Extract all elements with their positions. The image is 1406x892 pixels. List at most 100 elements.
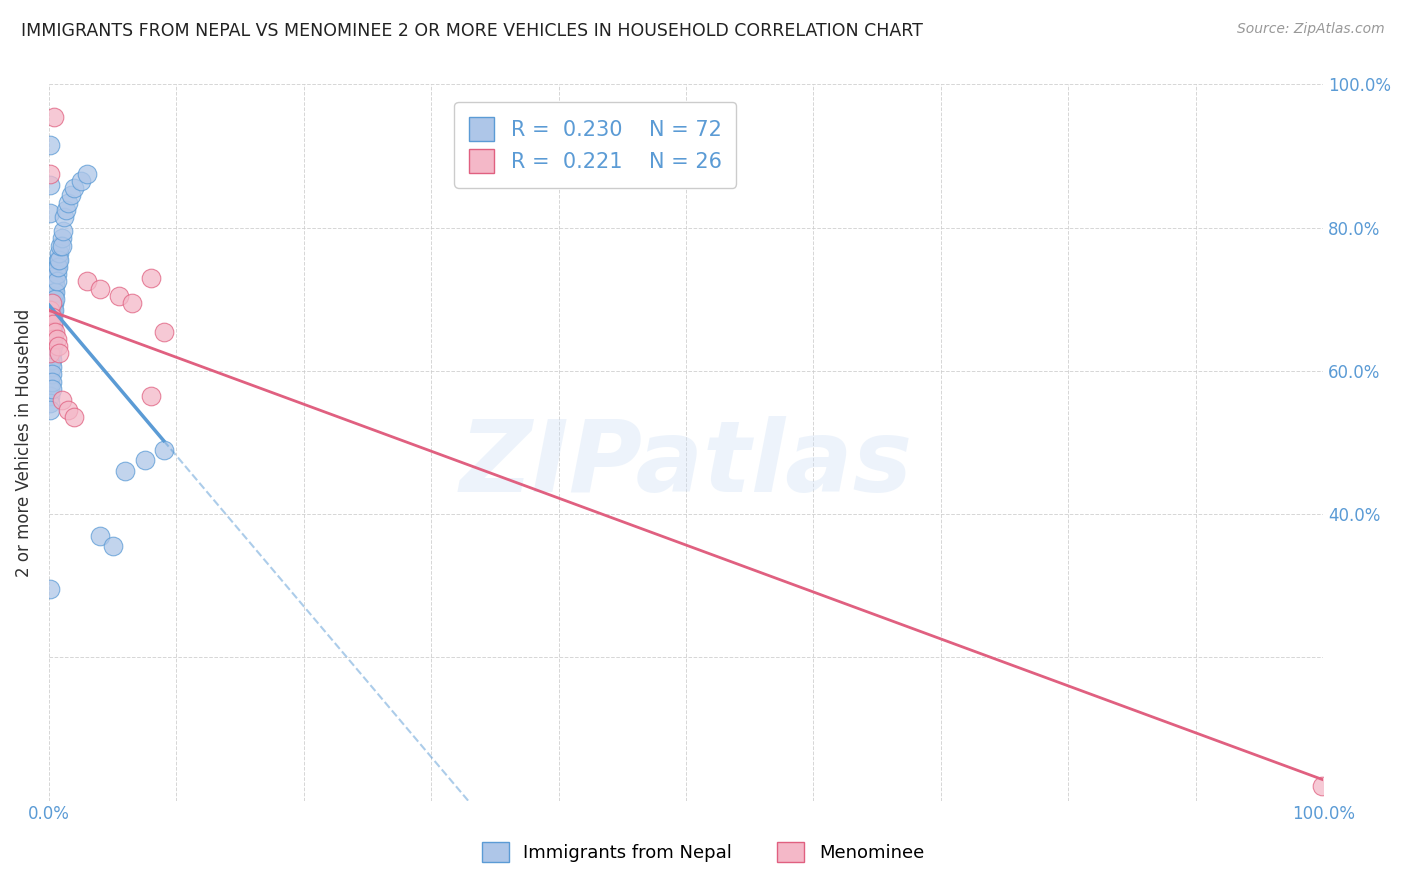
Point bbox=[69, 174, 91, 188]
Point bbox=[41, 321, 63, 335]
Point bbox=[39, 314, 62, 328]
Point bbox=[41, 339, 63, 353]
Point bbox=[63, 181, 86, 195]
Y-axis label: 2 or more Vehicles in Household: 2 or more Vehicles in Household bbox=[15, 309, 32, 576]
Point bbox=[42, 332, 65, 346]
Point bbox=[39, 353, 62, 368]
Point bbox=[41, 296, 63, 310]
Point bbox=[46, 260, 69, 274]
Point bbox=[39, 332, 62, 346]
Point bbox=[39, 360, 62, 375]
Point bbox=[42, 318, 65, 332]
Point bbox=[42, 303, 65, 318]
Point bbox=[42, 310, 65, 325]
Point bbox=[39, 332, 62, 346]
Point bbox=[48, 252, 70, 267]
Point bbox=[42, 303, 65, 318]
Point bbox=[39, 346, 62, 360]
Point bbox=[41, 332, 63, 346]
Point bbox=[48, 346, 70, 360]
Point bbox=[39, 389, 62, 403]
Point bbox=[39, 321, 62, 335]
Point bbox=[41, 314, 63, 328]
Point bbox=[49, 238, 72, 252]
Point bbox=[42, 339, 65, 353]
Point bbox=[152, 442, 174, 457]
Legend: R =  0.230    N = 72, R =  0.221    N = 26: R = 0.230 N = 72, R = 0.221 N = 26 bbox=[454, 102, 737, 187]
Point bbox=[45, 332, 67, 346]
Point bbox=[44, 285, 66, 300]
Point bbox=[56, 403, 79, 417]
Point bbox=[44, 293, 66, 307]
Point bbox=[41, 307, 63, 321]
Point bbox=[41, 310, 63, 325]
Point bbox=[48, 245, 70, 260]
Point bbox=[42, 110, 65, 124]
Point bbox=[52, 224, 75, 238]
Point bbox=[39, 375, 62, 389]
Point bbox=[101, 540, 124, 554]
Point bbox=[42, 332, 65, 346]
Point bbox=[51, 238, 73, 252]
Point bbox=[53, 210, 76, 224]
Point bbox=[42, 318, 65, 332]
Point bbox=[1310, 779, 1333, 793]
Point bbox=[39, 368, 62, 382]
Point bbox=[42, 281, 65, 295]
Point bbox=[41, 353, 63, 368]
Point bbox=[44, 277, 66, 292]
Point bbox=[139, 389, 162, 403]
Point bbox=[41, 346, 63, 360]
Point bbox=[39, 138, 62, 153]
Point bbox=[42, 296, 65, 310]
Point bbox=[56, 195, 79, 210]
Point bbox=[63, 410, 86, 425]
Point bbox=[41, 368, 63, 382]
Point bbox=[51, 392, 73, 407]
Point bbox=[46, 252, 69, 267]
Point bbox=[39, 167, 62, 181]
Point bbox=[39, 296, 62, 310]
Point bbox=[89, 528, 111, 542]
Point bbox=[152, 325, 174, 339]
Point bbox=[39, 382, 62, 396]
Point bbox=[41, 325, 63, 339]
Point bbox=[41, 360, 63, 375]
Point bbox=[38, 582, 60, 597]
Point bbox=[42, 289, 65, 303]
Text: ZIPatlas: ZIPatlas bbox=[460, 416, 912, 513]
Point bbox=[76, 167, 98, 181]
Point bbox=[39, 206, 62, 220]
Point bbox=[139, 270, 162, 285]
Point bbox=[39, 303, 62, 318]
Point bbox=[39, 307, 62, 321]
Point bbox=[121, 296, 143, 310]
Point bbox=[44, 270, 66, 285]
Point bbox=[45, 274, 67, 288]
Point bbox=[39, 318, 62, 332]
Point bbox=[46, 339, 69, 353]
Point bbox=[55, 202, 77, 217]
Point bbox=[39, 325, 62, 339]
Point bbox=[42, 296, 65, 310]
Point bbox=[39, 396, 62, 410]
Point bbox=[59, 188, 82, 202]
Point bbox=[39, 339, 62, 353]
Point bbox=[41, 325, 63, 339]
Text: IMMIGRANTS FROM NEPAL VS MENOMINEE 2 OR MORE VEHICLES IN HOUSEHOLD CORRELATION C: IMMIGRANTS FROM NEPAL VS MENOMINEE 2 OR … bbox=[21, 22, 922, 40]
Point bbox=[134, 453, 156, 467]
Point bbox=[44, 325, 66, 339]
Point bbox=[114, 464, 136, 478]
Point bbox=[41, 382, 63, 396]
Point bbox=[108, 289, 131, 303]
Point bbox=[89, 281, 111, 295]
Point bbox=[39, 178, 62, 192]
Point bbox=[42, 325, 65, 339]
Point bbox=[41, 293, 63, 307]
Point bbox=[45, 267, 67, 281]
Point bbox=[76, 274, 98, 288]
Point bbox=[41, 375, 63, 389]
Text: Source: ZipAtlas.com: Source: ZipAtlas.com bbox=[1237, 22, 1385, 37]
Point bbox=[39, 293, 62, 307]
Point bbox=[39, 346, 62, 360]
